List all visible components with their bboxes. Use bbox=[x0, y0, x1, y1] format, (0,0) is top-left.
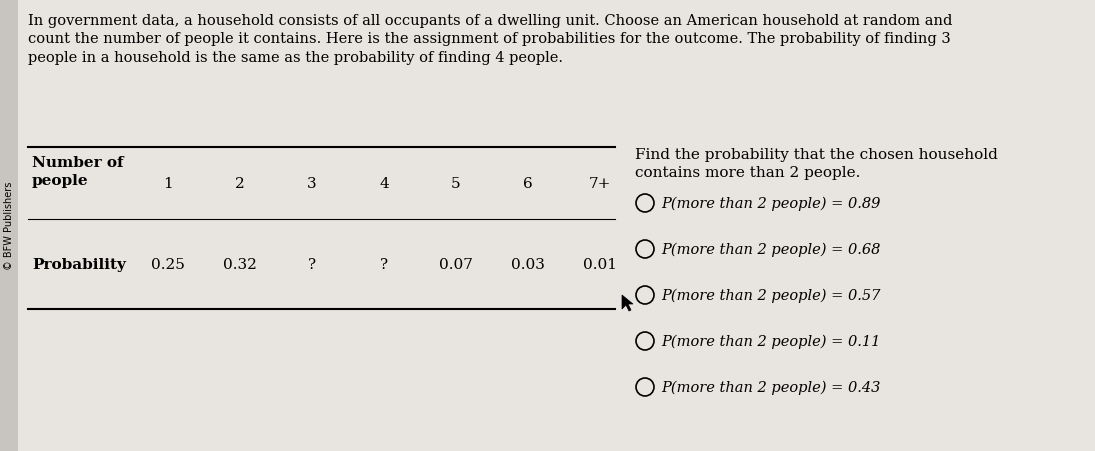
Polygon shape bbox=[622, 295, 633, 311]
Text: Probability: Probability bbox=[32, 258, 126, 272]
Text: people: people bbox=[32, 174, 89, 188]
Text: P(more than 2 people) = 0.11: P(more than 2 people) = 0.11 bbox=[661, 334, 880, 349]
Text: 7+: 7+ bbox=[589, 177, 611, 191]
Text: P(more than 2 people) = 0.89: P(more than 2 people) = 0.89 bbox=[661, 196, 880, 211]
Text: P(more than 2 people) = 0.68: P(more than 2 people) = 0.68 bbox=[661, 242, 880, 257]
Text: Number of: Number of bbox=[32, 156, 124, 170]
Text: 1: 1 bbox=[163, 177, 173, 191]
Text: P(more than 2 people) = 0.57: P(more than 2 people) = 0.57 bbox=[661, 288, 880, 303]
Text: contains more than 2 people.: contains more than 2 people. bbox=[635, 166, 861, 179]
Text: 5: 5 bbox=[451, 177, 461, 191]
Text: 0.07: 0.07 bbox=[439, 258, 473, 272]
Text: 3: 3 bbox=[308, 177, 316, 191]
Text: 0.03: 0.03 bbox=[511, 258, 545, 272]
Text: In government data, a household consists of all occupants of a dwelling unit. Ch: In government data, a household consists… bbox=[28, 14, 953, 64]
Text: P(more than 2 people) = 0.43: P(more than 2 people) = 0.43 bbox=[661, 380, 880, 394]
Text: ?: ? bbox=[380, 258, 388, 272]
Bar bbox=[0, 0, 18, 451]
Text: Find the probability that the chosen household: Find the probability that the chosen hou… bbox=[635, 147, 998, 161]
Text: 6: 6 bbox=[523, 177, 533, 191]
Text: 2: 2 bbox=[235, 177, 245, 191]
Text: 0.01: 0.01 bbox=[583, 258, 616, 272]
Text: 0.25: 0.25 bbox=[151, 258, 185, 272]
Text: ?: ? bbox=[308, 258, 316, 272]
Text: 4: 4 bbox=[379, 177, 389, 191]
Text: © BFW Publishers: © BFW Publishers bbox=[4, 181, 14, 270]
Text: 0.32: 0.32 bbox=[223, 258, 257, 272]
